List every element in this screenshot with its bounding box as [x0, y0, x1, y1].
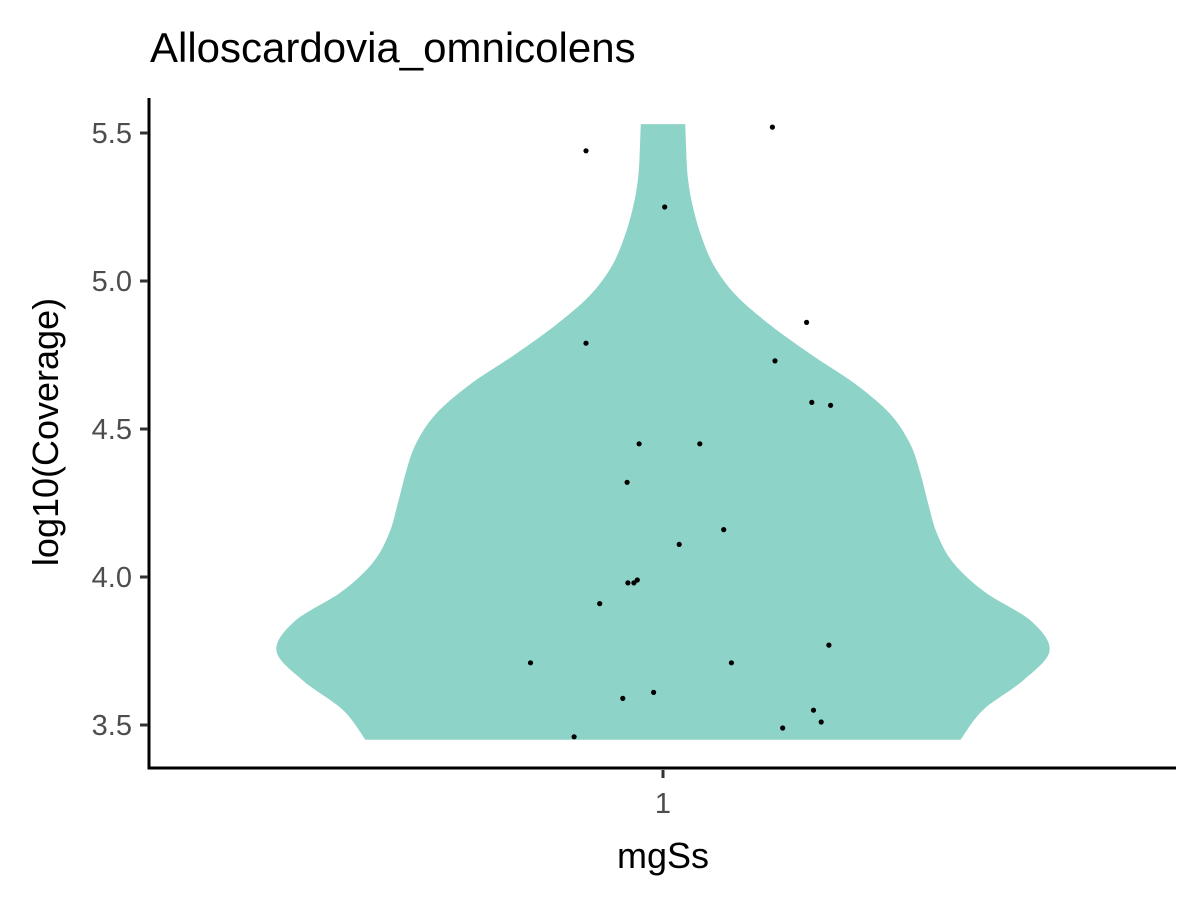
- data-point: [527, 660, 534, 666]
- data-point: [676, 541, 682, 548]
- data-point: [780, 725, 786, 731]
- y-tick-label: 4.0: [92, 562, 132, 594]
- jitter-points: [527, 124, 834, 740]
- x-axis-ticks: 1: [655, 770, 671, 820]
- data-point: [818, 719, 824, 725]
- data-point: [631, 580, 637, 586]
- data-point: [636, 441, 642, 447]
- y-tick-label: 5.0: [92, 266, 132, 298]
- y-tick-label: 4.5: [92, 414, 132, 446]
- data-point: [583, 340, 589, 346]
- data-point: [826, 642, 832, 648]
- data-point: [624, 479, 630, 485]
- data-point: [721, 527, 727, 533]
- chart-title: Alloscardovia_omnicolens: [150, 24, 636, 71]
- data-point: [583, 148, 589, 154]
- data-point: [810, 707, 817, 713]
- data-point: [597, 601, 603, 607]
- y-tick-label: 5.5: [92, 118, 132, 150]
- data-point: [809, 399, 815, 405]
- data-point: [772, 358, 778, 364]
- data-point: [651, 689, 657, 696]
- data-point: [571, 734, 577, 740]
- data-point: [662, 204, 668, 210]
- data-point: [804, 319, 810, 325]
- y-tick-label: 3.5: [92, 710, 132, 742]
- data-point: [769, 124, 776, 130]
- data-point: [625, 580, 631, 586]
- data-point: [728, 660, 735, 666]
- data-point: [697, 441, 703, 447]
- data-point: [620, 695, 626, 702]
- x-axis-title: mgSs: [617, 835, 709, 876]
- violin-body: [276, 124, 1050, 740]
- data-point: [634, 577, 640, 583]
- x-tick-label: 1: [655, 788, 671, 820]
- y-axis-ticks: 3.5 4.0 4.5 5.0 5.5: [92, 118, 148, 742]
- y-axis-title: log10(Coverage): [25, 298, 66, 566]
- plot-area: [276, 124, 1050, 740]
- data-point: [828, 402, 834, 408]
